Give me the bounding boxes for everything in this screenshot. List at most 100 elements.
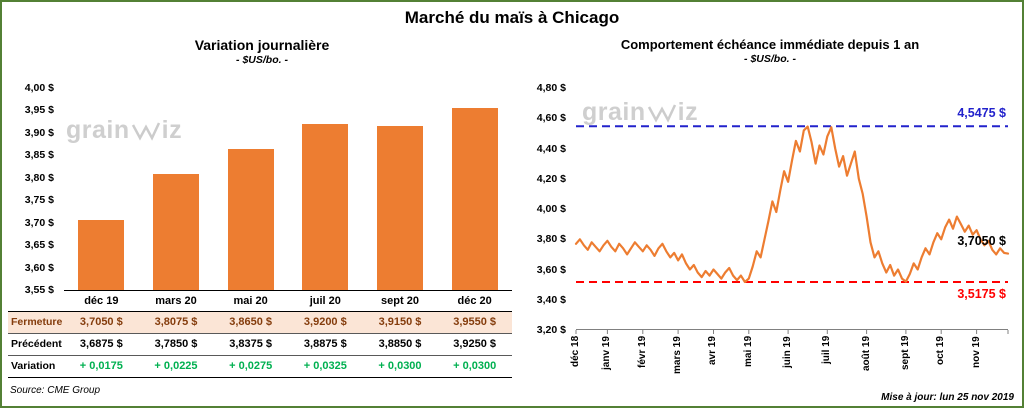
fermeture-value: 3,9200 $ [287, 312, 363, 334]
price-line [574, 125, 1010, 284]
grainwiz-watermark: grain iz [582, 98, 698, 127]
row-label-fermeture: Fermeture [8, 312, 64, 334]
zigzag-logo-icon [647, 103, 676, 123]
y-tick-label: 3,70 $ [24, 216, 54, 229]
fermeture-value: 3,9550 $ [437, 312, 512, 334]
bar-slot [213, 88, 288, 290]
variation-value: + 0,0325 [287, 356, 363, 378]
y-tick-label: 3,65 $ [24, 239, 54, 252]
x-tick-label: nov 19 [970, 336, 982, 368]
grainwiz-watermark: grain iz [66, 116, 182, 145]
x-tick-label: févr 19 [636, 335, 648, 368]
annotation-label: 4,5475 $ [957, 106, 1006, 121]
fermeture-value: 3,8075 $ [138, 312, 214, 334]
y-tick-label: 3,90 $ [24, 126, 54, 139]
fermeture-value: 3,8650 $ [213, 312, 288, 334]
variation-value: + 0,0300 [437, 356, 512, 378]
axis-corner [8, 290, 64, 312]
fermeture-value: 3,7050 $ [64, 312, 139, 334]
column-header: mai 20 [213, 290, 288, 312]
y-tick-label: 3,80 $ [536, 233, 566, 246]
zigzag-logo-icon [131, 121, 160, 141]
precedent-value: 3,8375 $ [213, 334, 288, 356]
y-tick-label: 4,20 $ [536, 172, 566, 185]
line-chart-plot-area: déc 18 janv 19 févr 19 mars 19 avr 19 mai 19 j… [570, 88, 1010, 374]
bar [377, 126, 424, 290]
y-tick-label: 3,55 $ [24, 284, 54, 296]
x-tick-label: oct 19 [935, 336, 947, 365]
y-tick-label: 4,00 $ [536, 203, 566, 215]
bar-chart-plot-area [64, 88, 512, 290]
x-tick-label: sept 19 [899, 335, 911, 370]
bar [451, 108, 498, 290]
y-tick-label: 3,40 $ [536, 293, 566, 306]
variation-value: + 0,0275 [213, 356, 288, 378]
bar [153, 174, 199, 290]
y-tick-label: 4,60 $ [536, 112, 566, 125]
x-tick-label: mars 19 [672, 336, 684, 374]
watermark-text-prefix: grain [66, 116, 130, 144]
price-table: déc 19 mars 20 mai 20 juil 20 sept 20 déc 20 F… [8, 290, 512, 378]
source-note: Source: CME Group [10, 385, 101, 396]
row-label-precedent: Précédent [8, 334, 64, 356]
page-title: Marché du maïs à Chicago [404, 8, 620, 27]
line-chart-title: Comportement échéance immédiate depuis 1… [620, 37, 920, 52]
column-header: déc 19 [64, 290, 139, 312]
x-tick-label: janv 19 [601, 336, 613, 370]
annotation-label: 3,5175 $ [957, 286, 1006, 301]
bar [78, 220, 125, 290]
precedent-value: 3,8875 $ [287, 334, 363, 356]
annotation-label: 3,7050 $ [957, 233, 1006, 248]
row-label-variation: Variation [8, 356, 64, 378]
y-tick-label: 3,85 $ [24, 149, 54, 162]
column-header: sept 20 [362, 290, 438, 312]
bar-slot [437, 88, 512, 290]
y-tick-label: 3,60 $ [24, 261, 54, 274]
column-header: déc 20 [437, 290, 512, 312]
variation-value: + 0,0175 [64, 356, 139, 378]
bar [302, 123, 349, 290]
column-header: mars 20 [138, 290, 214, 312]
daily-variation-panel: Variation journalière - $US/bo. - grain … [8, 36, 516, 406]
y-tick-label: 3,95 $ [24, 104, 54, 117]
fermeture-value: 3,9150 $ [362, 312, 438, 334]
y-tick-label: 3,60 $ [536, 263, 566, 276]
y-tick-label: 4,80 $ [536, 82, 566, 94]
bar-slot [288, 88, 363, 290]
variation-value: + 0,0225 [138, 356, 214, 378]
watermark-text-prefix: grain [582, 98, 646, 126]
bar-series [64, 88, 512, 290]
precedent-value: 3,9250 $ [437, 334, 512, 356]
bar-chart-y-axis: 4,00 $ 3,95 $ 3,90 $ 3,85 $ 3,80 $ 3,75 $ 3,70… [8, 82, 60, 296]
y-tick-label: 3,20 $ [536, 324, 566, 336]
x-tick-label: août 19 [860, 335, 872, 371]
one-year-panel: Comportement échéance immédiate depuis 1… [520, 36, 1020, 406]
x-tick-label: mai 19 [742, 335, 754, 367]
column-header: juil 20 [287, 290, 363, 312]
y-tick-label: 3,75 $ [24, 194, 54, 207]
bar-slot [139, 88, 214, 290]
x-tick-label: juil 19 [821, 335, 833, 364]
y-tick-label: 4,00 $ [24, 82, 54, 94]
variation-value: + 0,0300 [362, 356, 438, 378]
bar-chart-title: Variation journalière [194, 37, 330, 53]
updated-note: Mise à jour: lun 25 nov 2019 [881, 392, 1014, 403]
y-tick-label: 3,80 $ [24, 171, 54, 184]
bar-chart-subtitle: - $US/bo. - [236, 54, 288, 66]
precedent-value: 3,6875 $ [64, 334, 139, 356]
line-chart-y-axis: 4,80 $ 4,60 $ 4,40 $ 4,20 $ 4,00 $ 3,80 $ 3,60… [520, 82, 572, 336]
watermark-text-suffix: iz [161, 116, 183, 144]
line-chart-svg [574, 125, 1010, 334]
x-tick-label: avr 19 [707, 336, 719, 365]
line-chart-subtitle: - $US/bo. - [744, 53, 796, 65]
bar-slot [64, 88, 139, 290]
y-tick-label: 4,40 $ [536, 142, 566, 155]
bar-slot [363, 88, 438, 290]
x-tick-label: juin 19 [782, 336, 794, 368]
precedent-value: 3,8850 $ [362, 334, 438, 356]
x-tick-label: déc 18 [570, 335, 581, 367]
bar [227, 148, 274, 290]
precedent-value: 3,7850 $ [138, 334, 214, 356]
watermark-text-suffix: iz [677, 98, 699, 126]
